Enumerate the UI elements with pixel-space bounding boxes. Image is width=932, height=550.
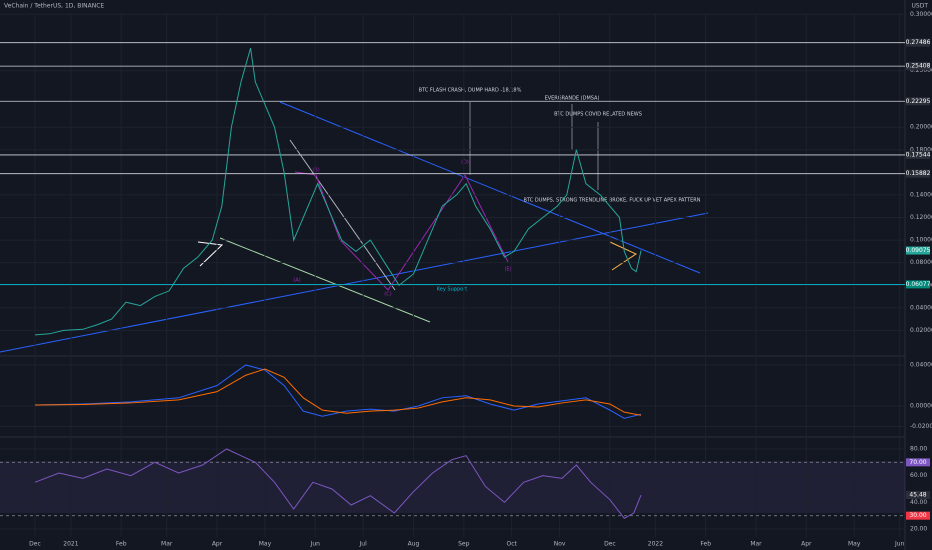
level-label: 0.25408 — [906, 63, 931, 70]
series-line — [34, 448, 642, 519]
x-tick-label: Feb — [116, 541, 127, 548]
level-label: 0.06077 — [906, 281, 931, 288]
unit: USDT — [912, 3, 929, 10]
y-tick-label: 0.00000 — [910, 403, 932, 410]
level-label: 30.00 — [909, 512, 926, 519]
x-tick-label: Apr — [212, 541, 223, 548]
level-label-box — [906, 511, 930, 520]
y-tick-label: 40.00 — [910, 499, 927, 506]
x-tick-label: Mar — [161, 541, 173, 548]
wave-label: (E) — [504, 267, 511, 273]
x-tick-label: Dec — [604, 541, 616, 548]
x-tick-label: Dec — [29, 541, 41, 548]
level-label-box — [906, 62, 930, 71]
x-tick-label: Apr — [801, 541, 812, 548]
x-tick-label: Nov — [554, 541, 566, 548]
chart-title: VeChain / TetherUS, 1D, BINANCE — [4, 3, 104, 10]
x-tick-label: May — [848, 541, 861, 548]
series-line — [34, 364, 642, 419]
level-label-box — [906, 150, 930, 159]
x-tick-label: Jun — [894, 541, 905, 548]
level-label: 70.00 — [909, 459, 926, 466]
y-tick-label: 60.00 — [910, 472, 927, 479]
wave-label: (C) — [384, 292, 391, 298]
x-tick-label: Jul — [359, 541, 368, 548]
level-label-box — [906, 280, 930, 289]
last-value-box — [906, 491, 930, 500]
drawings — [0, 0, 906, 550]
y-tick-label: 80.00 — [910, 446, 927, 453]
level-label-box — [906, 38, 930, 47]
level-label-box — [906, 169, 930, 178]
level-label: 0.17544 — [906, 151, 931, 158]
series-line — [34, 48, 642, 336]
wave-label: (A) — [293, 278, 300, 284]
level-label: 0.22295 — [906, 98, 931, 105]
annotation: BTC FLASH CRASH, DUMP HARD -18.18% — [419, 88, 522, 94]
level-label-box — [906, 458, 930, 467]
level-label: 0.27486 — [906, 39, 931, 46]
x-tick-label: Feb — [700, 541, 711, 548]
x-tick-label: 2022 — [648, 541, 663, 548]
x-tick-label: Jun — [310, 541, 321, 548]
level-label-box — [906, 97, 930, 106]
series-line — [34, 368, 642, 416]
annotation: BTC DUMPS, STRONG TRENDLINE BROKE, FUCK … — [524, 198, 701, 204]
wave-label: (B) — [312, 168, 319, 174]
annotation: Key Support — [437, 287, 467, 293]
level-label: 0.15882 — [906, 170, 931, 177]
x-tick-label: 2021 — [63, 541, 78, 548]
x-tick-label: Oct — [506, 541, 517, 548]
last-value: 45.48 — [909, 492, 926, 499]
last-value: 0.09075 — [906, 247, 931, 254]
last-value-box — [906, 246, 930, 255]
annotation: EVERGRANDE (DMSA) — [545, 96, 600, 102]
wave-label: (D) — [461, 160, 469, 166]
x-tick-label: Mar — [750, 541, 762, 548]
x-tick-label: Sep — [458, 541, 470, 548]
annotation: BTC DUMPS COVID RELATED NEWS — [554, 112, 642, 118]
y-tick-label: 20.00 — [910, 526, 927, 533]
x-tick-label: May — [259, 541, 272, 548]
x-tick-label: Aug — [408, 541, 420, 548]
